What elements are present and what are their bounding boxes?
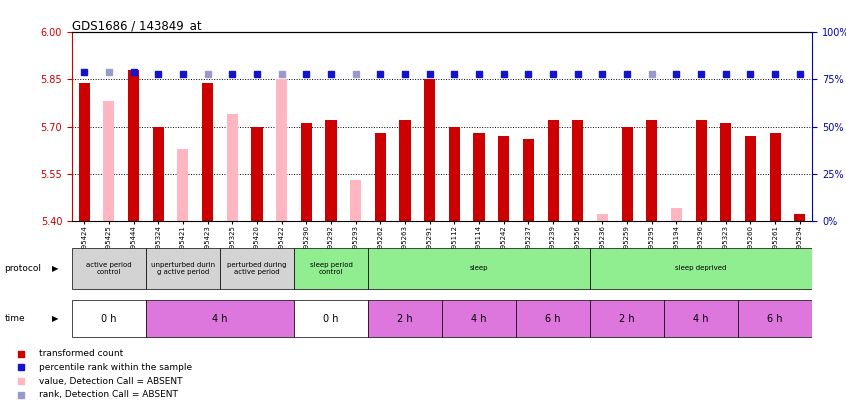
Bar [622,126,633,221]
Bar [72,248,146,289]
Bar [251,126,262,221]
Bar [227,114,238,221]
Bar [738,301,812,337]
Text: sleep: sleep [470,265,488,271]
Bar [326,120,337,221]
Text: 2 h: 2 h [619,314,634,324]
Text: rank, Detection Call = ABSENT: rank, Detection Call = ABSENT [39,390,178,399]
Text: 0 h: 0 h [323,314,338,324]
Bar [146,301,294,337]
Text: 2 h: 2 h [398,314,413,324]
Bar [350,180,361,221]
Bar [294,301,368,337]
Text: time: time [4,314,25,324]
Text: 4 h: 4 h [694,314,709,324]
Text: active period
control: active period control [86,262,132,275]
Bar [375,133,386,221]
Bar [720,124,731,221]
Bar [146,248,220,289]
Text: 6 h: 6 h [767,314,783,324]
Bar [368,301,442,337]
Bar [498,136,509,221]
Bar [178,149,189,221]
Bar [276,79,287,221]
Bar [103,101,114,221]
Bar [424,79,435,221]
Bar [202,83,213,221]
Text: perturbed during
active period: perturbed during active period [228,262,287,275]
Bar [368,248,590,289]
Bar [128,70,139,221]
Bar [294,248,368,289]
Text: percentile rank within the sample: percentile rank within the sample [39,363,192,372]
Text: value, Detection Call = ABSENT: value, Detection Call = ABSENT [39,377,183,386]
Bar [516,301,590,337]
Bar [597,214,608,221]
Bar [449,126,460,221]
Bar [399,120,410,221]
Text: protocol: protocol [4,264,41,273]
Text: GDS1686 / 143849_at: GDS1686 / 143849_at [72,19,201,32]
Bar [474,133,485,221]
Text: unperturbed durin
g active period: unperturbed durin g active period [151,262,215,275]
Bar [695,120,706,221]
Bar [220,248,294,289]
Text: ▶: ▶ [52,264,59,273]
Bar [646,120,657,221]
Bar [794,214,805,221]
Bar [442,301,516,337]
Bar [591,248,812,289]
Bar [591,301,664,337]
Text: transformed count: transformed count [39,349,124,358]
Bar [547,120,558,221]
Bar [671,208,682,221]
Text: 4 h: 4 h [471,314,486,324]
Bar [770,133,781,221]
Bar [79,83,90,221]
Text: 0 h: 0 h [102,314,117,324]
Text: ▶: ▶ [52,314,59,324]
Bar [153,126,164,221]
Text: sleep deprived: sleep deprived [675,265,727,271]
Bar [572,120,583,221]
Text: 4 h: 4 h [212,314,228,324]
Bar [523,139,534,221]
Text: sleep period
control: sleep period control [310,262,353,275]
Text: 6 h: 6 h [546,314,561,324]
Bar [72,301,146,337]
Bar [664,301,738,337]
Bar [745,136,756,221]
Bar [301,124,312,221]
